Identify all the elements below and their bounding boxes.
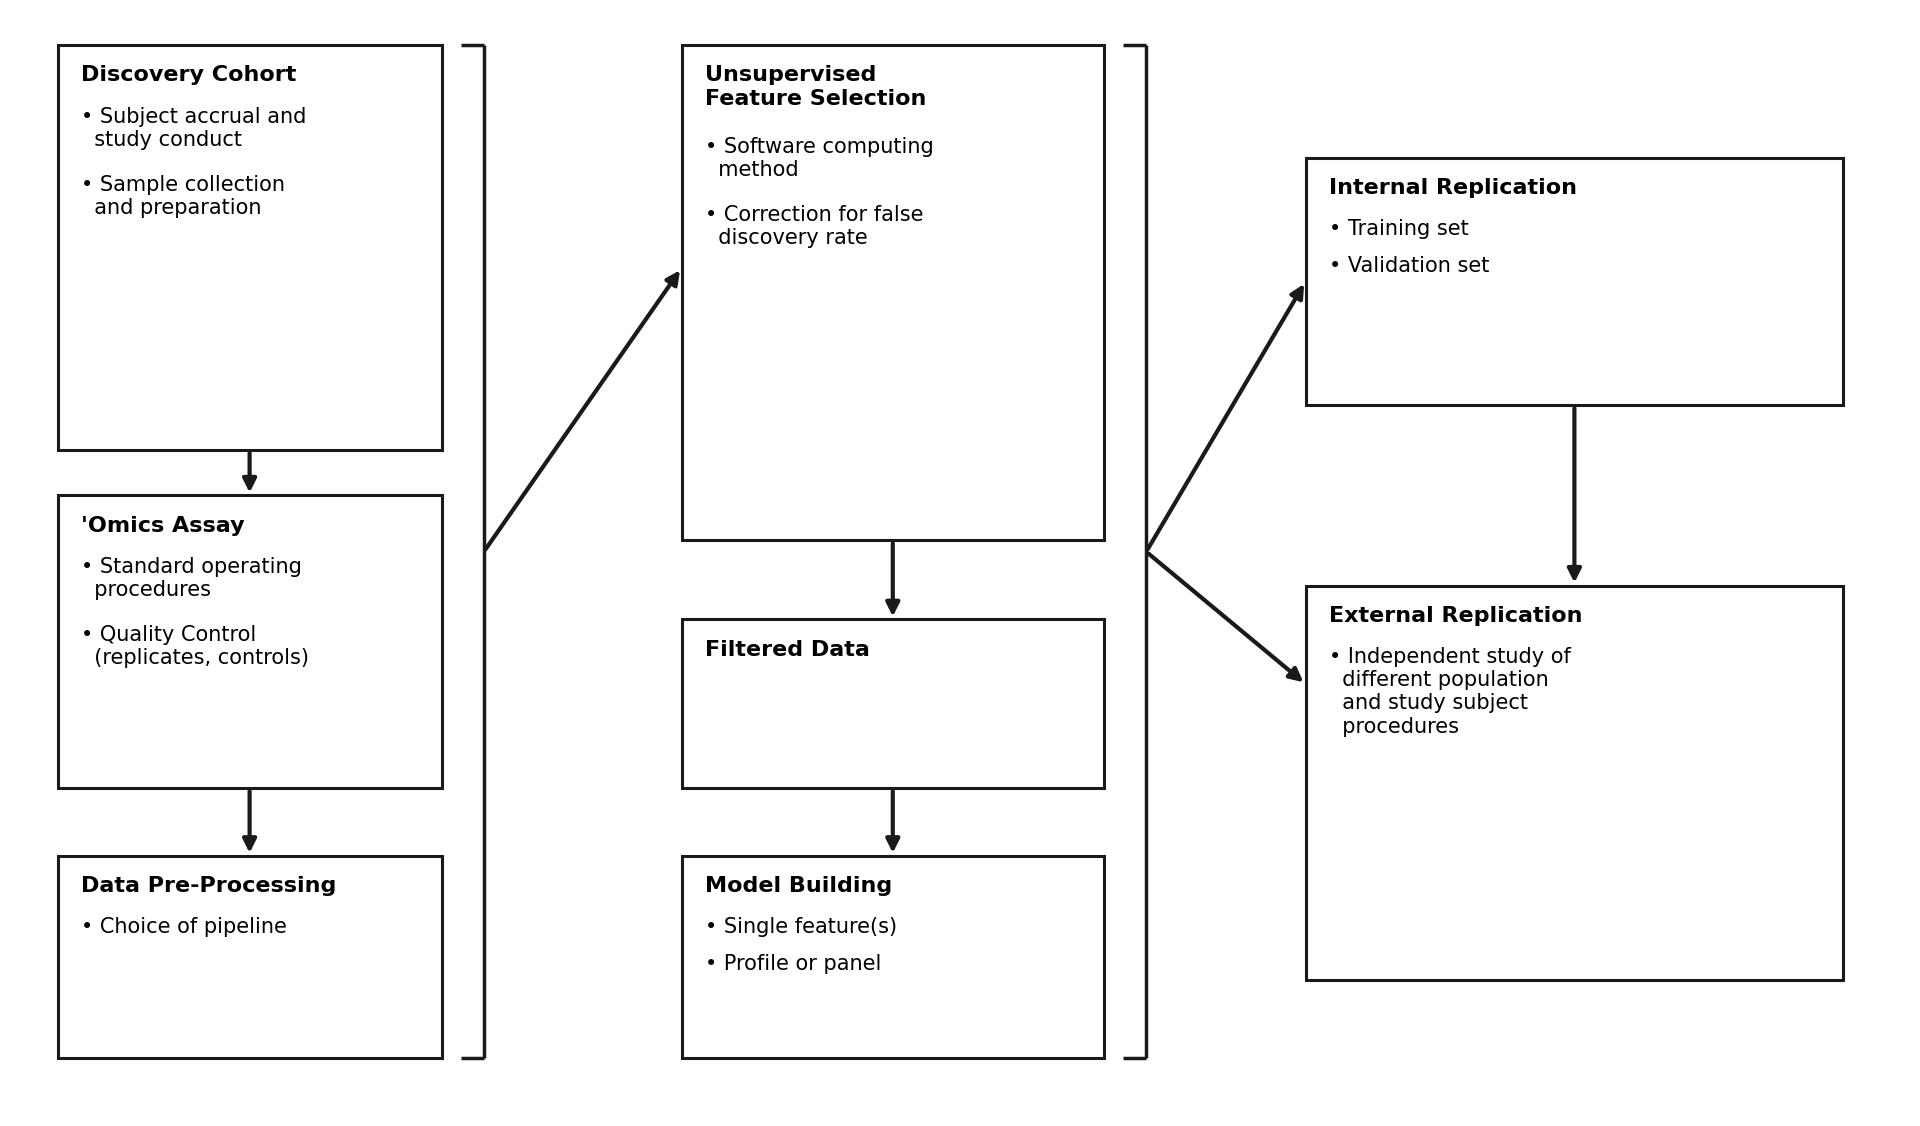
Bar [682, 619, 1104, 788]
Text: • Choice of pipeline: • Choice of pipeline [81, 918, 286, 937]
Text: • Profile or panel: • Profile or panel [705, 954, 881, 974]
Text: Discovery Cohort: Discovery Cohort [81, 65, 296, 86]
Bar [58, 856, 442, 1058]
Text: • Quality Control
  (replicates, controls): • Quality Control (replicates, controls) [81, 625, 309, 669]
Text: Data Pre-Processing: Data Pre-Processing [81, 876, 336, 896]
Bar [58, 495, 442, 788]
Text: • Training set: • Training set [1329, 220, 1469, 239]
Text: Filtered Data: Filtered Data [705, 640, 870, 660]
Text: Internal Replication: Internal Replication [1329, 178, 1576, 198]
Text: • Correction for false
  discovery rate: • Correction for false discovery rate [705, 205, 924, 248]
Text: • Sample collection
  and preparation: • Sample collection and preparation [81, 175, 284, 218]
Text: • Independent study of
  different population
  and study subject
  procedures: • Independent study of different populat… [1329, 647, 1571, 736]
Bar [1306, 158, 1843, 405]
Text: • Single feature(s): • Single feature(s) [705, 918, 897, 937]
Bar [1306, 586, 1843, 980]
Text: Model Building: Model Building [705, 876, 893, 896]
Text: Unsupervised
Feature Selection: Unsupervised Feature Selection [705, 65, 925, 108]
Bar [682, 45, 1104, 540]
Text: • Standard operating
  procedures: • Standard operating procedures [81, 557, 301, 600]
Bar [58, 45, 442, 450]
Text: • Software computing
  method: • Software computing method [705, 136, 933, 180]
Bar [682, 856, 1104, 1058]
Text: • Validation set: • Validation set [1329, 256, 1490, 276]
Text: • Subject accrual and
  study conduct: • Subject accrual and study conduct [81, 107, 305, 150]
Text: External Replication: External Replication [1329, 606, 1582, 626]
Text: 'Omics Assay: 'Omics Assay [81, 516, 244, 536]
